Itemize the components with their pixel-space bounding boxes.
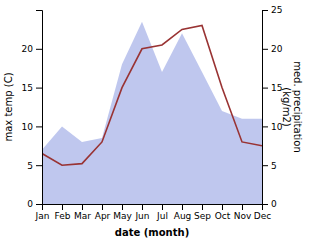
tick-label: Nov <box>234 211 252 221</box>
tick: May <box>113 204 132 221</box>
tick-label: Apr <box>95 211 111 221</box>
tick-mark <box>102 204 103 210</box>
tick: Feb <box>55 204 71 221</box>
tick-label: 25 <box>271 5 282 15</box>
tick: 0 <box>27 199 42 209</box>
tick: Jul <box>156 204 168 221</box>
tick-label: 5 <box>271 161 277 171</box>
tick-label: Oct <box>215 211 231 221</box>
axis-line <box>43 205 263 211</box>
tick-label: Jan <box>35 211 50 221</box>
tick-label: May <box>113 211 132 221</box>
tick-label: 0 <box>271 199 277 209</box>
tick: Nov <box>234 204 252 221</box>
tick: 20 <box>262 44 283 54</box>
tick-label: Aug <box>174 211 192 221</box>
tick-mark <box>36 165 42 166</box>
tick-label: Jul <box>156 211 168 221</box>
tick: 0 <box>262 199 277 209</box>
axis-line <box>36 11 43 205</box>
tick: Sep <box>194 204 211 221</box>
x-axis-title: date (month) <box>115 227 189 238</box>
tick: Mar <box>74 204 91 221</box>
tick-mark <box>36 204 42 205</box>
tick-mark <box>202 204 203 210</box>
tick: Aug <box>174 204 192 221</box>
tick: 5 <box>262 161 277 171</box>
tick-mark <box>82 204 83 210</box>
tick-label: 20 <box>271 44 283 54</box>
tick-mark <box>122 204 123 210</box>
tick-label: Feb <box>55 211 71 221</box>
tick: 5 <box>27 161 42 171</box>
tick-mark <box>262 49 268 50</box>
tick-mark <box>262 204 268 205</box>
tick-mark <box>222 204 223 210</box>
x-axis: Jan FebMar AprMayJun Jul AugSep OctNovDec <box>35 204 272 221</box>
y-axis-title: max temp (C) <box>3 72 14 141</box>
tick: 10 <box>22 122 42 132</box>
tick-mark <box>36 126 42 127</box>
tick: 15 <box>262 83 282 93</box>
tick-label: 20 <box>22 44 34 54</box>
y-axis: 0 5 10 15 20 <box>22 11 43 210</box>
y2-axis-title-line: med. precipitation <box>292 61 303 153</box>
tick: 15 <box>22 83 42 93</box>
marks <box>42 22 262 204</box>
tick-label: Dec <box>254 211 271 221</box>
tick-label: 0 <box>27 199 33 209</box>
tick-label: 15 <box>22 83 33 93</box>
tick-mark <box>262 165 268 166</box>
tick-mark <box>36 49 42 50</box>
y2-axis: 0 5 10 15 20 25 <box>262 5 283 209</box>
tick-mark <box>262 126 268 127</box>
tick-mark <box>262 88 268 89</box>
plot: JanFebMarAprMayJunJulAugSepOctNovDec0510… <box>22 5 283 221</box>
tick-label: Sep <box>194 211 211 221</box>
area <box>42 22 262 204</box>
tick: Oct <box>215 204 231 221</box>
y2-axis-title-line: (kg/m2) <box>281 87 292 127</box>
y2-axis-title: med. precipitation(kg/m2) <box>281 61 304 153</box>
tick: 25 <box>262 5 282 15</box>
tick: 20 <box>22 44 42 54</box>
tick-label: Mar <box>74 211 91 221</box>
tick: Jan <box>35 204 50 221</box>
tick: 10 <box>262 122 283 132</box>
axis-line <box>263 11 269 205</box>
tick-label: Jun <box>134 211 149 221</box>
tick-mark <box>62 204 63 210</box>
tick-mark <box>142 204 143 210</box>
tick: Dec <box>254 204 271 221</box>
tick-mark <box>36 88 42 89</box>
tick-mark <box>182 204 183 210</box>
tick-label: 10 <box>22 122 34 132</box>
tick: Apr <box>95 204 111 221</box>
tick-label: 5 <box>27 161 33 171</box>
tick-mark <box>262 10 268 11</box>
tick-mark <box>242 204 243 210</box>
chart: JanFebMarAprMayJunJulAugSepOctNovDec0510… <box>0 0 318 242</box>
line <box>42 26 262 166</box>
tick: Jun <box>134 204 149 221</box>
tick-mark <box>162 204 163 210</box>
